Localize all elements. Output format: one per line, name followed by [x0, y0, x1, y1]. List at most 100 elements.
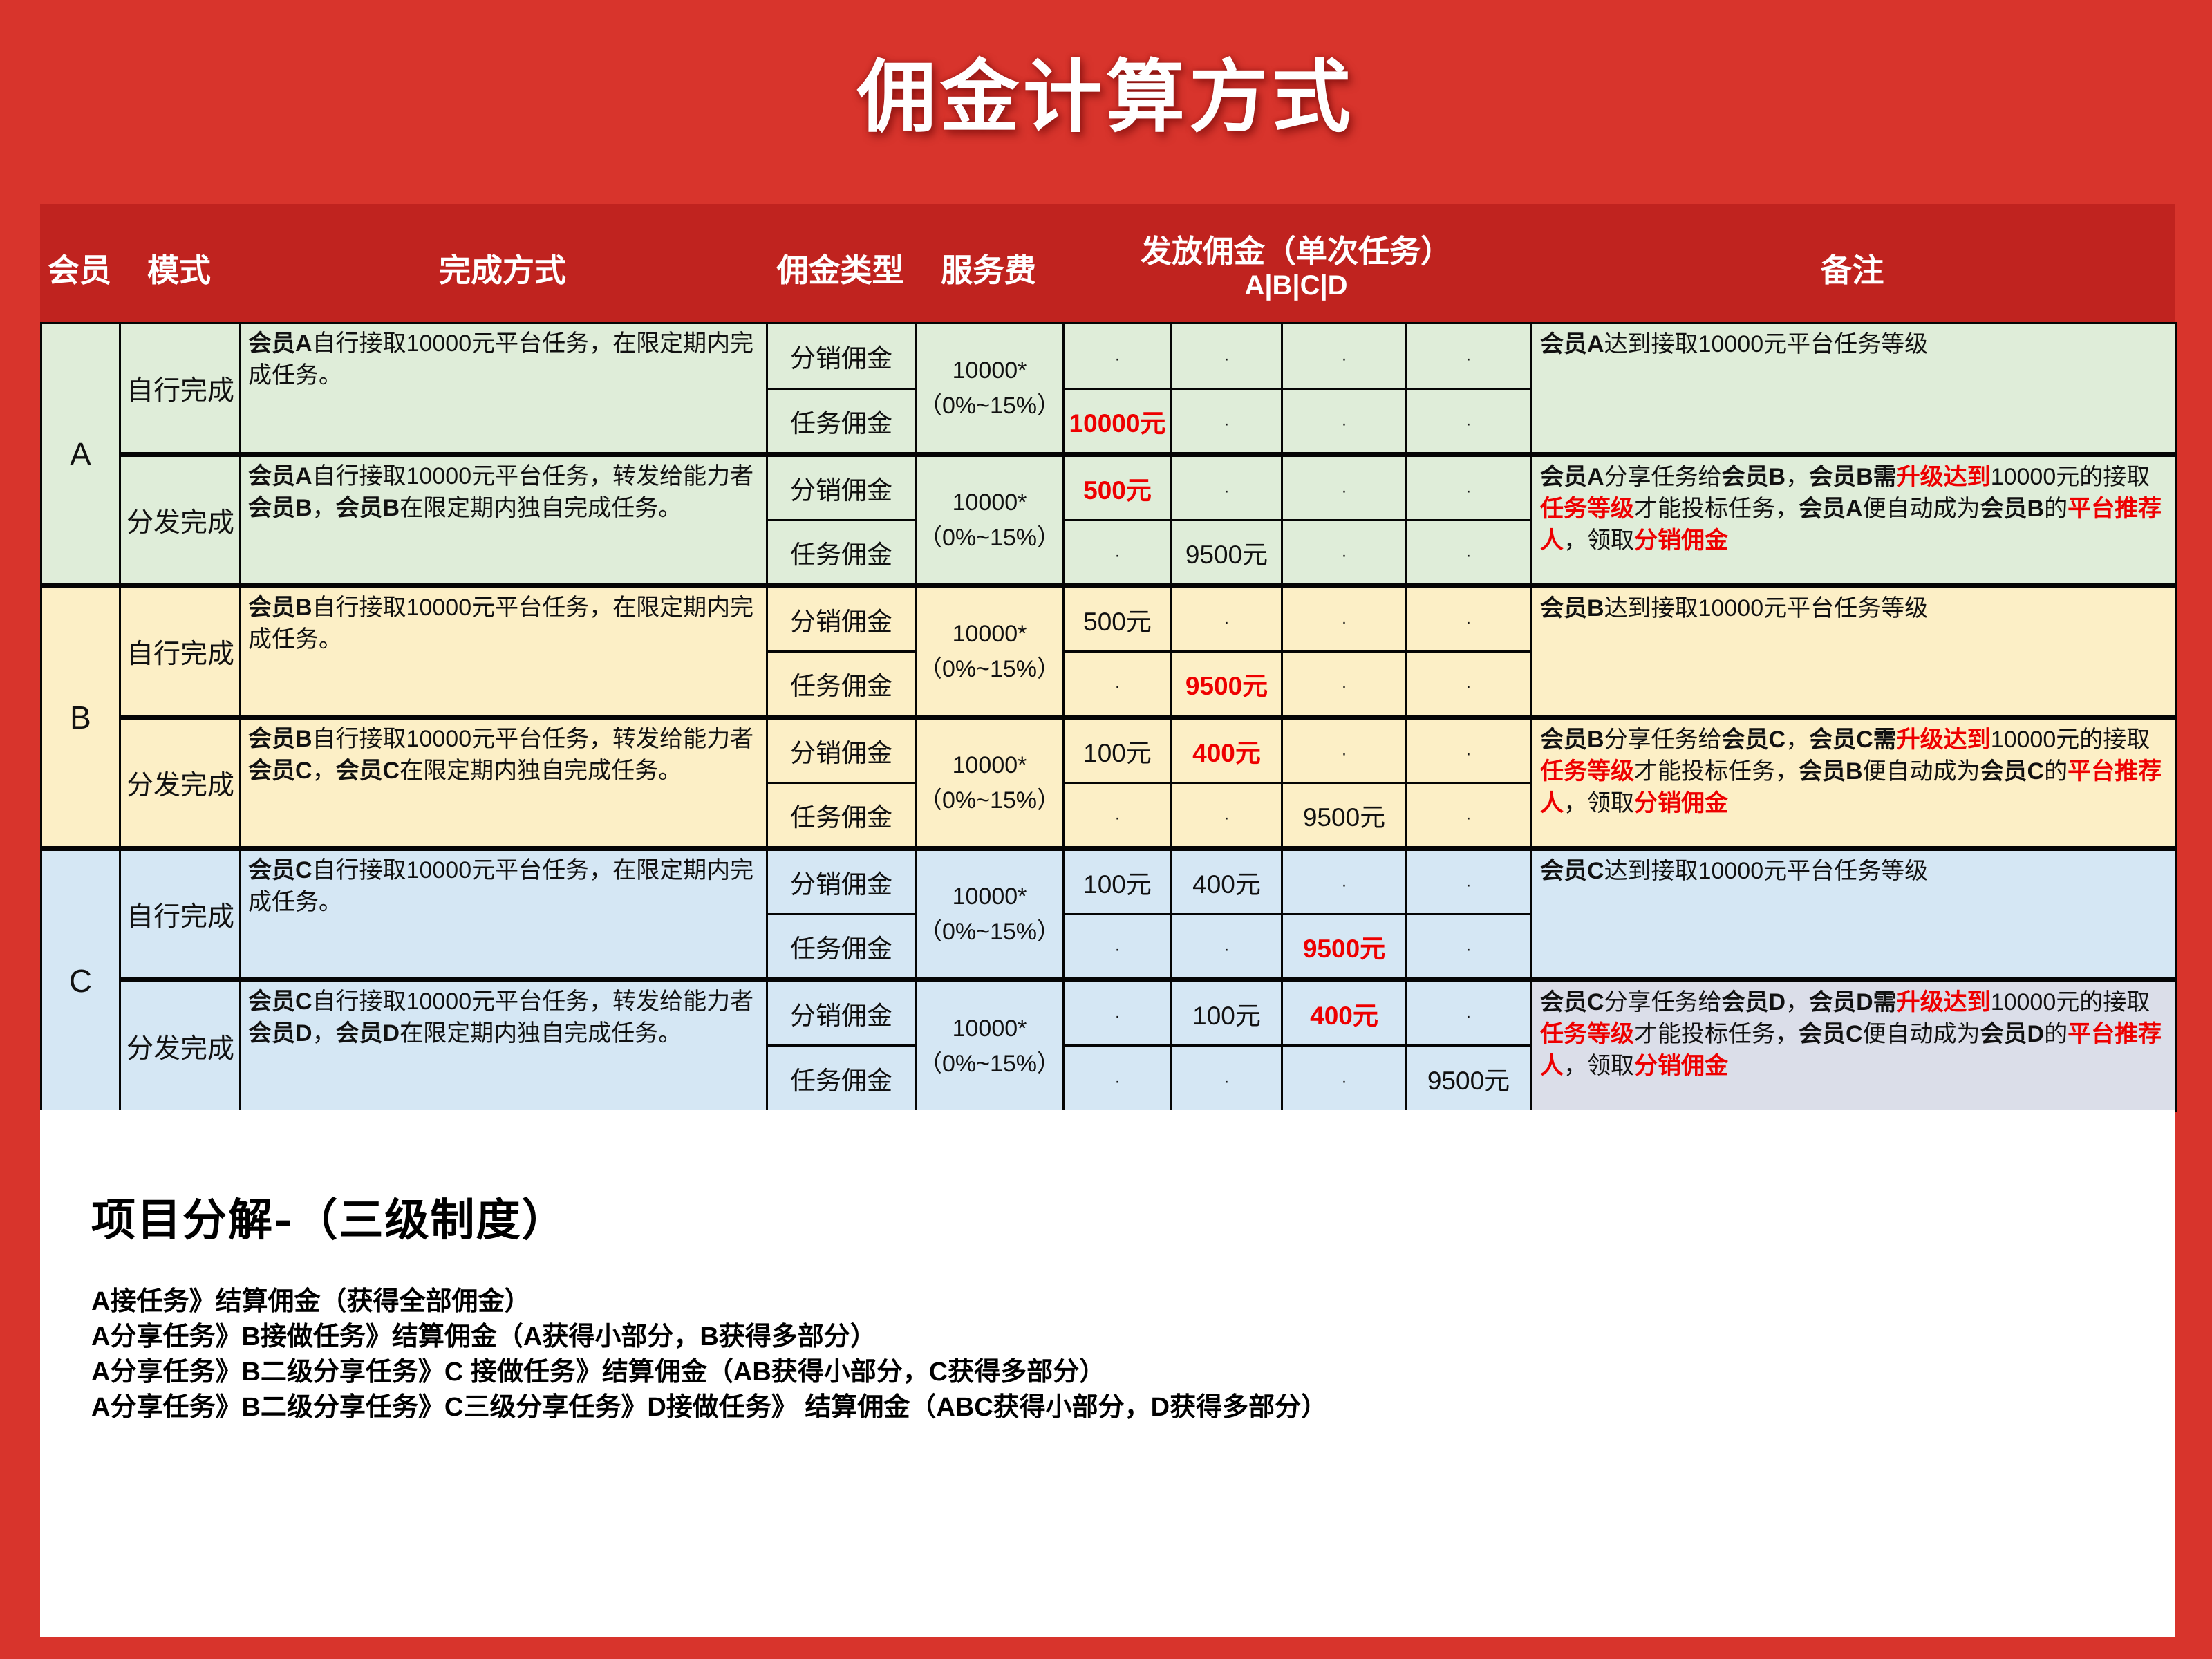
mode-cell: 分发完成	[119, 452, 241, 587]
mode-cell: 分发完成	[119, 715, 241, 850]
value-cell-C: ·	[1281, 650, 1407, 718]
page-title: 佣金计算方式	[856, 50, 1355, 143]
remark-cell: 会员A达到接取10000元平台任务等级	[1530, 322, 2177, 456]
table-row: 分发完成 会员C自行接取10000元平台任务，转发给能力者会员D，会员D在限定期内…	[41, 977, 2177, 1112]
footer-line: A接任务》结算佣金（获得全部佣金）	[91, 1287, 531, 1316]
commission-type-cell: 任务佣金	[766, 519, 917, 587]
header-payout: 发放佣金（单次任务） A|B|C|D	[1062, 204, 1530, 322]
value-cell-B: ·	[1170, 913, 1283, 981]
value-cell-D: 9500元	[1405, 1044, 1532, 1112]
mode-cell: 分发完成	[119, 977, 241, 1112]
value-cell-B: ·	[1170, 388, 1283, 456]
value-cell-D: ·	[1405, 913, 1532, 981]
commission-type-cell: 分销佣金	[766, 846, 917, 915]
remark-cell: 会员A分享任务给会员B，会员B需升级达到10000元的接取任务等级才能投标任务，…	[1530, 452, 2177, 587]
header-commission-type: 佣金类型	[776, 252, 904, 288]
mode-cell: 自行完成	[119, 846, 241, 981]
value-cell-C: ·	[1281, 519, 1407, 587]
method-cell: 会员C自行接取10000元平台任务，在限定期内完成任务。	[239, 846, 768, 981]
value-cell-D: ·	[1405, 388, 1532, 456]
header-payout-sub: A|B|C|D	[1244, 270, 1348, 301]
mode-cell: 自行完成	[119, 322, 241, 456]
value-cell-A: ·	[1062, 1044, 1172, 1112]
table-row: 任务佣金 · 9500元 · ·	[41, 650, 2176, 718]
remark-cell: 会员B达到接取10000元平台任务等级	[1530, 583, 2177, 718]
method-cell: 会员A自行接取10000元平台任务，在限定期内完成任务。	[239, 322, 768, 456]
header-mode: 模式	[147, 252, 211, 288]
header-service-fee: 服务费	[941, 252, 1036, 288]
value-cell-A: ·	[1062, 650, 1172, 718]
service-fee-cell: 10000* （0%~15%）	[915, 846, 1065, 981]
value-cell-D: ·	[1405, 519, 1532, 587]
value-cell-D: ·	[1405, 583, 1532, 653]
value-cell-C: 9500元	[1281, 913, 1407, 981]
header-remark: 备注	[1820, 252, 1884, 288]
remark-cell: 会员C达到接取10000元平台任务等级	[1530, 846, 2177, 981]
value-cell-C: ·	[1281, 715, 1407, 784]
value-cell-B: 400元	[1170, 846, 1283, 915]
value-cell-D: ·	[1405, 452, 1532, 521]
commission-type-cell: 分销佣金	[766, 977, 917, 1047]
value-cell-A: 500元	[1062, 583, 1172, 653]
remark-cell: 会员B分享任务给会员C，会员C需升级达到10000元的接取任务等级才能投标任务，…	[1530, 715, 2177, 850]
footer-line: A分享任务》B二级分享任务》C 接做任务》结算佣金（AB获得小部分，C获得多部分…	[91, 1358, 1106, 1387]
table-row: 分发完成 会员A自行接取10000元平台任务，转发给能力者会员B，会员B在限定期内…	[41, 452, 2177, 587]
value-cell-A: ·	[1062, 977, 1172, 1047]
value-cell-A: 10000元	[1062, 388, 1172, 456]
service-fee-cell: 10000* （0%~15%）	[915, 977, 1065, 1112]
member-cell-B: B	[40, 583, 121, 850]
value-cell-A: ·	[1062, 913, 1172, 981]
commission-type-cell: 分销佣金	[766, 452, 917, 521]
value-cell-A: 100元	[1062, 715, 1172, 784]
value-cell-D: ·	[1405, 715, 1532, 784]
value-cell-C: ·	[1281, 846, 1407, 915]
value-cell-D: ·	[1405, 846, 1532, 915]
method-cell: 会员C自行接取10000元平台任务，转发给能力者会员D，会员D在限定期内独自完成…	[239, 977, 768, 1112]
value-cell-D: ·	[1405, 322, 1532, 390]
table-header-band: 会员 模式 完成方式 佣金类型 服务费 发放佣金（单次任务） A|B|C|D 备…	[40, 204, 2175, 322]
header-method: 完成方式	[439, 252, 566, 288]
value-cell-A: 100元	[1062, 846, 1172, 915]
commission-type-cell: 分销佣金	[766, 715, 917, 784]
value-cell-A: ·	[1062, 519, 1172, 587]
commission-table: A 自行完成 会员A自行接取10000元平台任务，在限定期内完成任务。 分销佣金 100…	[40, 322, 2177, 1112]
value-cell-C: 400元	[1281, 977, 1407, 1047]
value-cell-B: ·	[1170, 322, 1283, 390]
commission-type-cell: 任务佣金	[766, 650, 917, 718]
value-cell-C: ·	[1281, 322, 1407, 390]
value-cell-B: ·	[1170, 583, 1283, 653]
commission-type-cell: 分销佣金	[766, 583, 917, 653]
value-cell-C: ·	[1281, 388, 1407, 456]
table-row: 分发完成 会员B自行接取10000元平台任务，转发给能力者会员C，会员C在限定期内…	[41, 715, 2177, 850]
table-row: 任务佣金 · 9500元 · ·	[41, 519, 2176, 587]
commission-type-cell: 任务佣金	[766, 388, 917, 456]
service-fee-cell: 10000* （0%~15%）	[915, 715, 1065, 850]
footer-line: A分享任务》B二级分享任务》C三级分享任务》D接做任务》 结算佣金（ABC获得小…	[91, 1393, 1328, 1422]
table-row: A 自行完成 会员A自行接取10000元平台任务，在限定期内完成任务。 分销佣金 100…	[40, 322, 2177, 587]
footer-panel: 项目分解-（三级制度） A接任务》结算佣金（获得全部佣金） A分享任务》B接做任…	[40, 1110, 2175, 1637]
commission-type-cell: 任务佣金	[766, 782, 917, 850]
method-cell: 会员B自行接取10000元平台任务，在限定期内完成任务。	[239, 583, 768, 718]
value-cell-D: ·	[1405, 650, 1532, 718]
value-cell-B: ·	[1170, 1044, 1283, 1112]
service-fee-cell: 10000* （0%~15%）	[915, 452, 1065, 587]
value-cell-C: ·	[1281, 452, 1407, 521]
table-row: 任务佣金 · · 9500元 ·	[41, 782, 2176, 850]
value-cell-B: 100元	[1170, 977, 1283, 1047]
value-cell-C: ·	[1281, 583, 1407, 653]
mode-cell: 自行完成	[119, 583, 241, 718]
footer-lines: A接任务》结算佣金（获得全部佣金） A分享任务》B接做任务》结算佣金（A获得小部…	[91, 1284, 1327, 1425]
value-cell-D: ·	[1405, 977, 1532, 1047]
table-row: 任务佣金 · · 9500元 ·	[41, 913, 2176, 981]
method-cell: 会员A自行接取10000元平台任务，转发给能力者会员B，会员B在限定期内独自完成…	[239, 452, 768, 587]
value-cell-B: 400元	[1170, 715, 1283, 784]
value-cell-C: 9500元	[1281, 782, 1407, 850]
table-row: 任务佣金 10000元 · · ·	[41, 388, 2176, 456]
remark-cell: 会员C分享任务给会员D，会员D需升级达到10000元的接取任务等级才能投标任务，…	[1530, 977, 2177, 1112]
table-row: B 自行完成 会员B自行接取10000元平台任务，在限定期内完成任务。 分销佣金 100…	[40, 583, 2177, 850]
method-cell: 会员B自行接取10000元平台任务，转发给能力者会员C，会员C在限定期内独自完成…	[239, 715, 768, 850]
value-cell-C: ·	[1281, 1044, 1407, 1112]
value-cell-D: ·	[1405, 782, 1532, 850]
value-cell-B: ·	[1170, 782, 1283, 850]
